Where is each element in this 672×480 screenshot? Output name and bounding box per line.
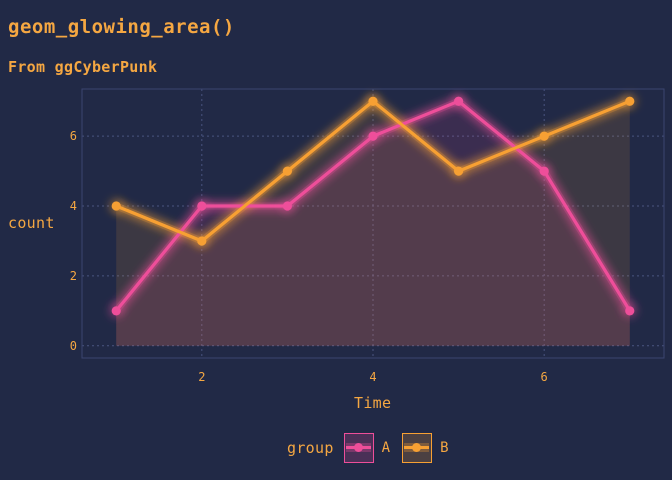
point-b — [282, 166, 293, 176]
point-a — [625, 306, 635, 316]
legend-key-b — [402, 433, 433, 463]
y-tick-label: 4 — [70, 199, 77, 213]
chart-title: geom_glowing_area() — [8, 16, 235, 38]
legend-swatch-a — [345, 443, 371, 452]
point-a — [111, 306, 121, 316]
y-tick-label: 0 — [70, 339, 77, 353]
point-a — [197, 201, 207, 211]
panel-border — [81, 88, 665, 359]
legend-label-b: B — [440, 440, 449, 456]
legend-key-a — [343, 433, 374, 463]
legend-label-a: A — [381, 440, 391, 456]
area-b — [116, 101, 630, 346]
x-tick-label: 6 — [541, 370, 548, 384]
legend-item-b: B — [402, 433, 449, 463]
point-b — [539, 131, 549, 141]
legend-item-a: A — [343, 433, 391, 463]
point-b — [368, 96, 378, 106]
y-tick-label: 2 — [70, 269, 77, 283]
x-tick-label: 2 — [198, 370, 205, 384]
point-a — [453, 96, 464, 106]
legend-point-a — [353, 443, 363, 452]
area-a — [116, 101, 630, 346]
x-tick-label: 4 — [369, 370, 376, 384]
series-points — [108, 93, 638, 319]
x-axis-label: Time — [354, 394, 392, 412]
y-axis-label: count — [8, 214, 55, 232]
point-b — [453, 166, 464, 176]
point-a — [368, 131, 378, 141]
tick-labels: 0 2 4 6 2 4 6 — [70, 129, 548, 384]
legend-swatch-b — [404, 443, 430, 452]
point-b — [111, 201, 121, 211]
area-fills — [116, 101, 630, 346]
point-a — [282, 201, 293, 211]
chart-subtitle: From ggCyberPunk — [8, 58, 158, 76]
legend-point-b — [412, 443, 422, 452]
y-tick-label: 6 — [70, 129, 77, 143]
point-b — [197, 236, 207, 246]
legend-title: group — [287, 439, 334, 457]
point-a — [539, 166, 549, 176]
point-b — [625, 96, 635, 106]
legend: group A B — [287, 431, 461, 465]
